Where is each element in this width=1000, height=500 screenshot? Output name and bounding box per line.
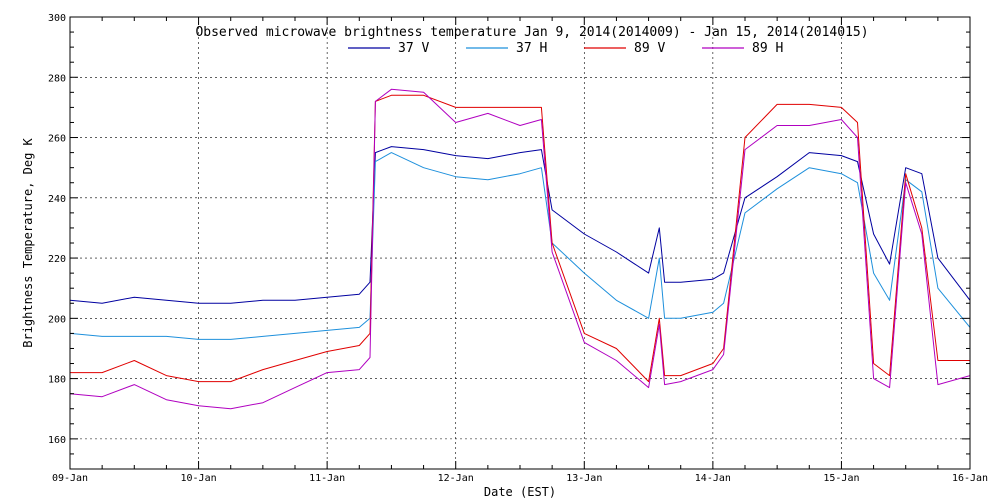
y-tick-label: 200 <box>48 314 66 325</box>
x-tick-label: 11-Jan <box>309 473 345 484</box>
tick-layer <box>69 16 971 470</box>
y-tick-label: 240 <box>48 194 66 205</box>
legend-label: 37 V <box>398 41 429 56</box>
y-tick-label: 300 <box>48 13 66 24</box>
grid-layer <box>70 17 970 469</box>
y-tick-label: 160 <box>48 435 66 446</box>
x-axis-label: Date (EST) <box>484 485 556 499</box>
x-tick-label: 16-Jan <box>952 473 988 484</box>
y-tick-label: 260 <box>48 134 66 145</box>
series-line-89h <box>69 88 971 410</box>
tick-label-layer: 09-Jan 10-Jan 11-Jan 12-Jan 13-Jan 14-Jan 15-J… <box>48 13 988 484</box>
y-tick-label: 180 <box>48 375 66 386</box>
x-tick-label: 15-Jan <box>823 473 859 484</box>
chart-title: Observed microwave brightness temperatur… <box>195 25 868 40</box>
legend-label: 89 V <box>634 41 665 56</box>
x-tick-label: 14-Jan <box>695 473 731 484</box>
plot-frame <box>69 16 971 470</box>
x-tick-label: 10-Jan <box>181 473 217 484</box>
legend: 37 V 37 H 89 V 89 H <box>348 41 783 56</box>
legend-label: 89 H <box>752 41 783 56</box>
y-tick-label: 280 <box>48 73 66 84</box>
x-tick-label: 09-Jan <box>52 473 88 484</box>
y-tick-label: 220 <box>48 254 66 265</box>
series-layer <box>69 88 971 410</box>
series-line-37v <box>69 146 971 304</box>
series-line-89v <box>70 94 970 383</box>
series-line-37h <box>69 152 971 340</box>
x-tick-label: 13-Jan <box>566 473 602 484</box>
y-axis-label: Brightness Temperature, Deg K <box>21 137 35 347</box>
x-tick-label: 12-Jan <box>438 473 474 484</box>
legend-label: 37 H <box>516 41 547 56</box>
